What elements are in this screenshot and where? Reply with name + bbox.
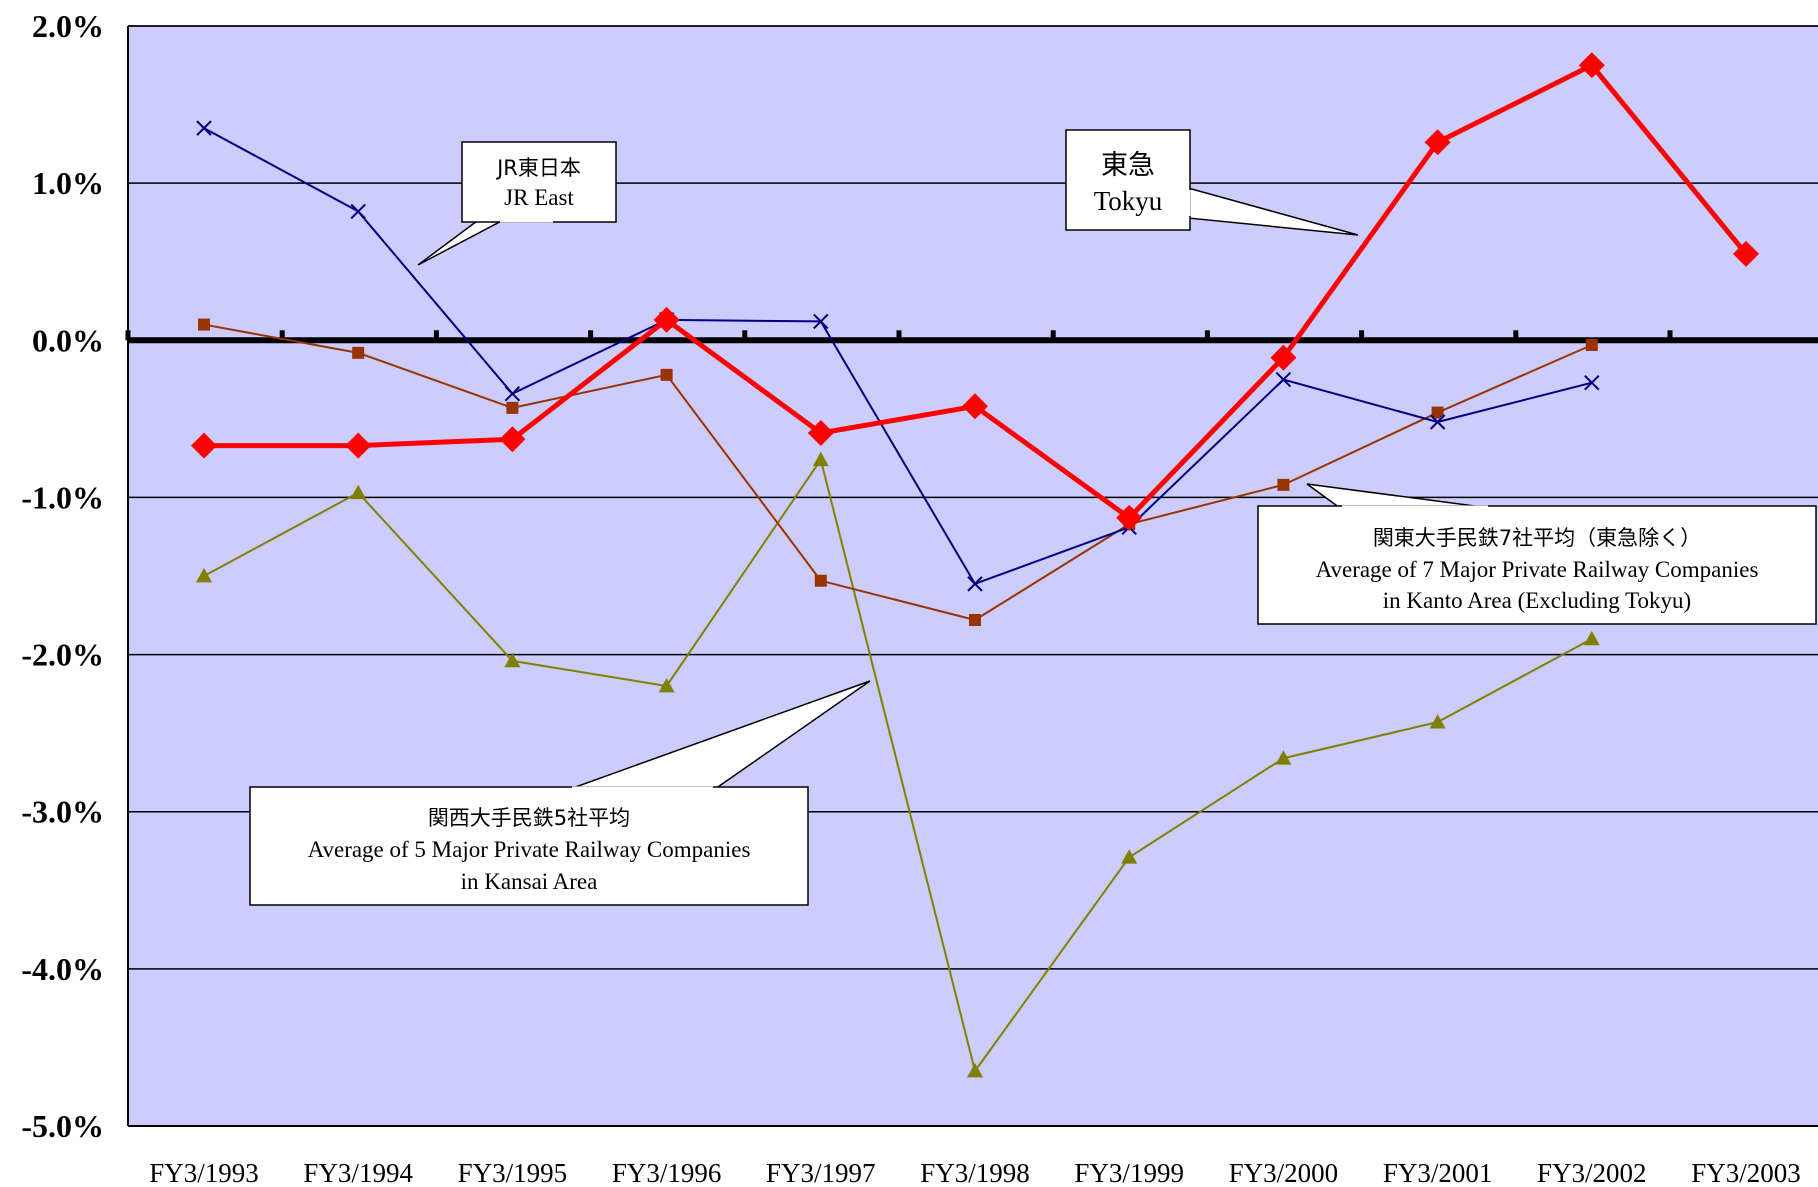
callout-jr-east: JR東日本 JR East <box>417 141 617 266</box>
data-point <box>499 426 526 453</box>
callout-kanto7-en2: in Kanto Area (Excluding Tokyu) <box>1383 588 1691 613</box>
x-tick-label: FY3/1998 <box>920 1158 1030 1187</box>
y-tick-label: -2.0% <box>21 637 104 673</box>
series-line-kansai5 <box>203 458 1593 1072</box>
data-point <box>967 1063 983 1078</box>
series-line-kanto7 <box>203 323 1593 621</box>
data-point <box>1277 478 1290 491</box>
data-point <box>1424 129 1451 156</box>
data-point <box>1275 371 1292 388</box>
data-point <box>1429 714 1446 729</box>
data-point <box>1583 630 1600 646</box>
x-tick-label: FY3/2003 <box>1691 1158 1801 1187</box>
data-point <box>962 393 988 420</box>
callout-kanto7-en1: Average of 7 Major Private Railway Compa… <box>1316 557 1759 582</box>
data-point <box>814 574 827 587</box>
callout-kansai5-jp: 関西大手民鉄5社平均 <box>428 806 630 830</box>
data-point <box>1431 406 1444 419</box>
callout-kansai5: 関西大手民鉄5社平均 Average of 5 Major Private Ra… <box>249 680 871 906</box>
series-line-jr-east <box>203 127 1593 585</box>
x-tick-label: FY3/2001 <box>1383 1158 1493 1187</box>
callout-jr-east-jp: JR東日本 <box>495 156 581 180</box>
data-point <box>1584 375 1600 391</box>
data-point <box>191 432 217 459</box>
y-tick-label: 1.0% <box>32 165 104 201</box>
data-point <box>350 484 367 500</box>
data-point <box>345 432 372 459</box>
y-axis-labels: 2.0% 1.0% 0.0% -1.0% -2.0% -3.0% -4.0% -5.0% <box>21 8 104 1144</box>
data-point <box>967 576 983 592</box>
data-point <box>1578 52 1605 79</box>
gridlines <box>125 25 1818 1127</box>
data-point <box>653 306 680 333</box>
x-tick-label: FY3/1996 <box>612 1158 722 1187</box>
data-point <box>812 451 829 467</box>
x-tick-label: FY3/1994 <box>303 1158 413 1187</box>
data-point <box>352 346 365 359</box>
callout-tokyu-en: Tokyu <box>1094 186 1163 216</box>
data-point <box>1275 750 1292 765</box>
data-point <box>1116 504 1143 531</box>
data-point <box>807 420 834 446</box>
data-point <box>1270 344 1297 371</box>
callout-kanto7: 関東大手民鉄7社平均（東急除く） Average of 7 Major Priv… <box>1257 483 1817 625</box>
data-point <box>1733 240 1759 267</box>
x-axis-labels: FY3/1993 FY3/1994 FY3/1995 FY3/1996 FY3/1997… <box>149 1158 1801 1187</box>
callout-jr-east-en: JR East <box>504 185 574 210</box>
callout-tokyu: 東急 Tokyu <box>1065 129 1359 236</box>
x-tick-label: FY3/1993 <box>149 1158 259 1187</box>
y-tick-label: 2.0% <box>32 8 104 44</box>
data-point <box>658 678 675 693</box>
data-point <box>196 120 212 136</box>
callout-kansai5-en2: in Kansai Area <box>461 869 598 894</box>
x-tick-label: FY3/1999 <box>1074 1158 1184 1187</box>
series-lines <box>191 52 1759 1078</box>
x-tick-label: FY3/2002 <box>1537 1158 1647 1187</box>
y-tick-label: 0.0% <box>32 322 104 358</box>
callouts: JR東日本 JR East 東急 Tokyu 関東大手民鉄7社平均（東急除く） … <box>249 129 1817 906</box>
y-tick-label: -4.0% <box>21 951 104 987</box>
callout-kansai5-en1: Average of 5 Major Private Railway Compa… <box>308 837 751 862</box>
data-point <box>506 401 519 414</box>
series-tokyu <box>191 52 1759 531</box>
data-point <box>1585 339 1598 351</box>
callout-tokyu-jp: 東急 <box>1101 150 1155 181</box>
x-tick-label: FY3/1997 <box>766 1158 876 1187</box>
data-point <box>660 368 673 381</box>
y-tick-label: -3.0% <box>21 794 104 830</box>
data-point <box>813 313 829 330</box>
series-kansai5 <box>196 451 1600 1078</box>
data-point <box>1429 414 1446 430</box>
x-tick-label: FY3/1995 <box>458 1158 568 1187</box>
data-point <box>198 318 210 331</box>
data-point <box>350 203 366 220</box>
data-point <box>504 652 521 668</box>
data-point <box>1121 849 1138 864</box>
y-tick-label: -5.0% <box>21 1108 104 1144</box>
data-point <box>504 386 521 402</box>
data-point <box>196 568 212 583</box>
y-tick-label: -1.0% <box>21 479 104 515</box>
callout-kanto7-jp: 関東大手民鉄7社平均（東急除く） <box>1373 526 1701 550</box>
x-tick-label: FY3/2000 <box>1229 1158 1339 1187</box>
data-point <box>969 614 981 626</box>
